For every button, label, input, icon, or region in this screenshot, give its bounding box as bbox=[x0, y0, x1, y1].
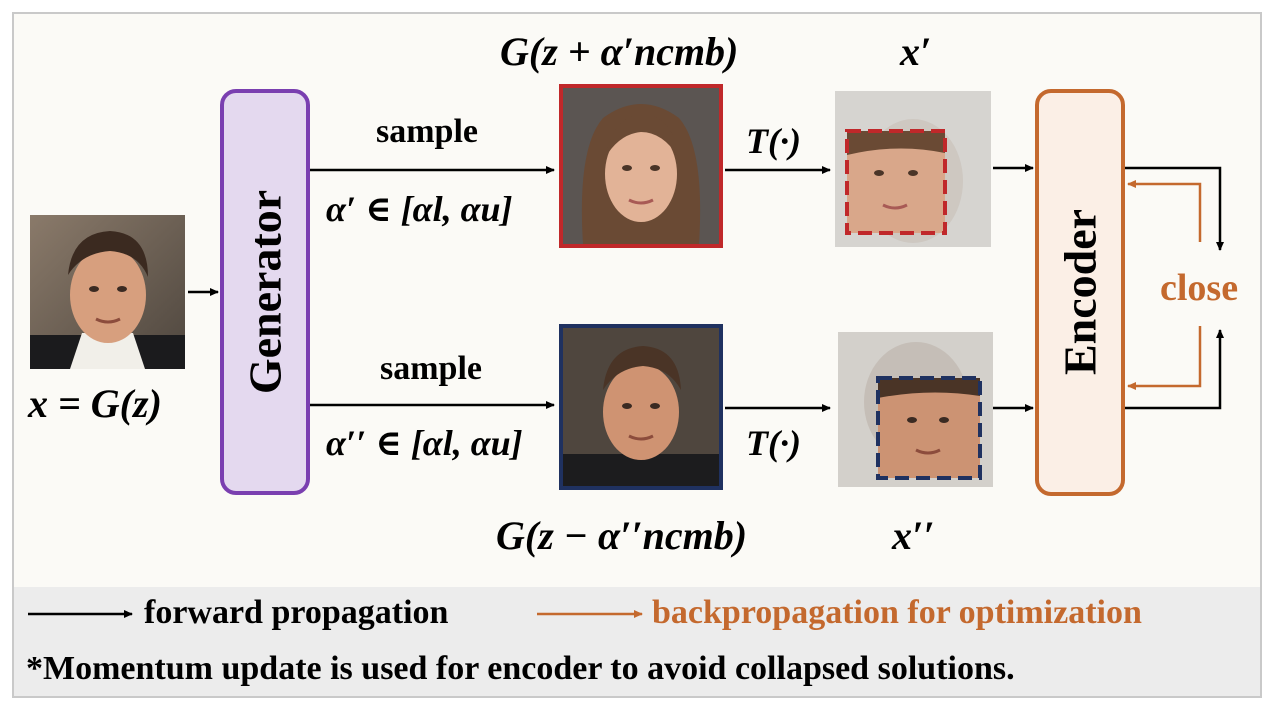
legend-backprop-label: backpropagation for optimization bbox=[652, 594, 1142, 631]
cropped-face-icon bbox=[845, 119, 963, 243]
cropped-face-icon bbox=[864, 342, 982, 480]
positive-edited-face bbox=[559, 84, 723, 248]
close-label: close bbox=[1160, 267, 1239, 309]
transformed-top-image bbox=[835, 91, 991, 247]
transformed-bottom-image bbox=[838, 332, 993, 487]
man-face-icon bbox=[563, 346, 719, 486]
legend-note: *Momentum update is used for encoder to … bbox=[26, 650, 1015, 687]
top-transform-label: T(·) bbox=[746, 121, 801, 161]
backprop-bottom-arrow bbox=[1127, 326, 1202, 390]
top-alpha-range: α′ ∈ [αl, αu] bbox=[326, 189, 513, 229]
bottom-output-label: G(z − α′′ncmb) bbox=[496, 513, 748, 558]
bottom-result-label: x′′ bbox=[892, 513, 935, 558]
top-output-label: G(z + α′ncmb) bbox=[500, 29, 739, 74]
top-result-label: x′ bbox=[900, 29, 932, 74]
encoder-bottom-output-arrow bbox=[1125, 329, 1224, 410]
bottom-alpha-range: α′′ ∈ [αl, αu] bbox=[326, 423, 523, 463]
generator-label: Generator bbox=[239, 189, 291, 395]
input-label: x = G(z) bbox=[28, 381, 162, 426]
encoder-label: Encoder bbox=[1054, 208, 1106, 376]
bottom-transform-label: T(·) bbox=[746, 423, 801, 463]
bottom-sample-label: sample bbox=[380, 350, 482, 387]
backprop-top-arrow bbox=[1127, 180, 1202, 242]
woman-face-icon bbox=[581, 104, 701, 244]
encoder-top-output-arrow bbox=[1125, 166, 1224, 251]
input-face-image bbox=[30, 215, 185, 369]
top-sample-label: sample bbox=[376, 113, 478, 150]
legend-panel bbox=[14, 587, 1260, 696]
encoder-block bbox=[1035, 89, 1125, 496]
negative-edited-face bbox=[559, 324, 723, 490]
generator-block bbox=[220, 89, 310, 495]
legend-forward-label: forward propagation bbox=[144, 594, 449, 631]
man-face-icon bbox=[30, 231, 185, 369]
